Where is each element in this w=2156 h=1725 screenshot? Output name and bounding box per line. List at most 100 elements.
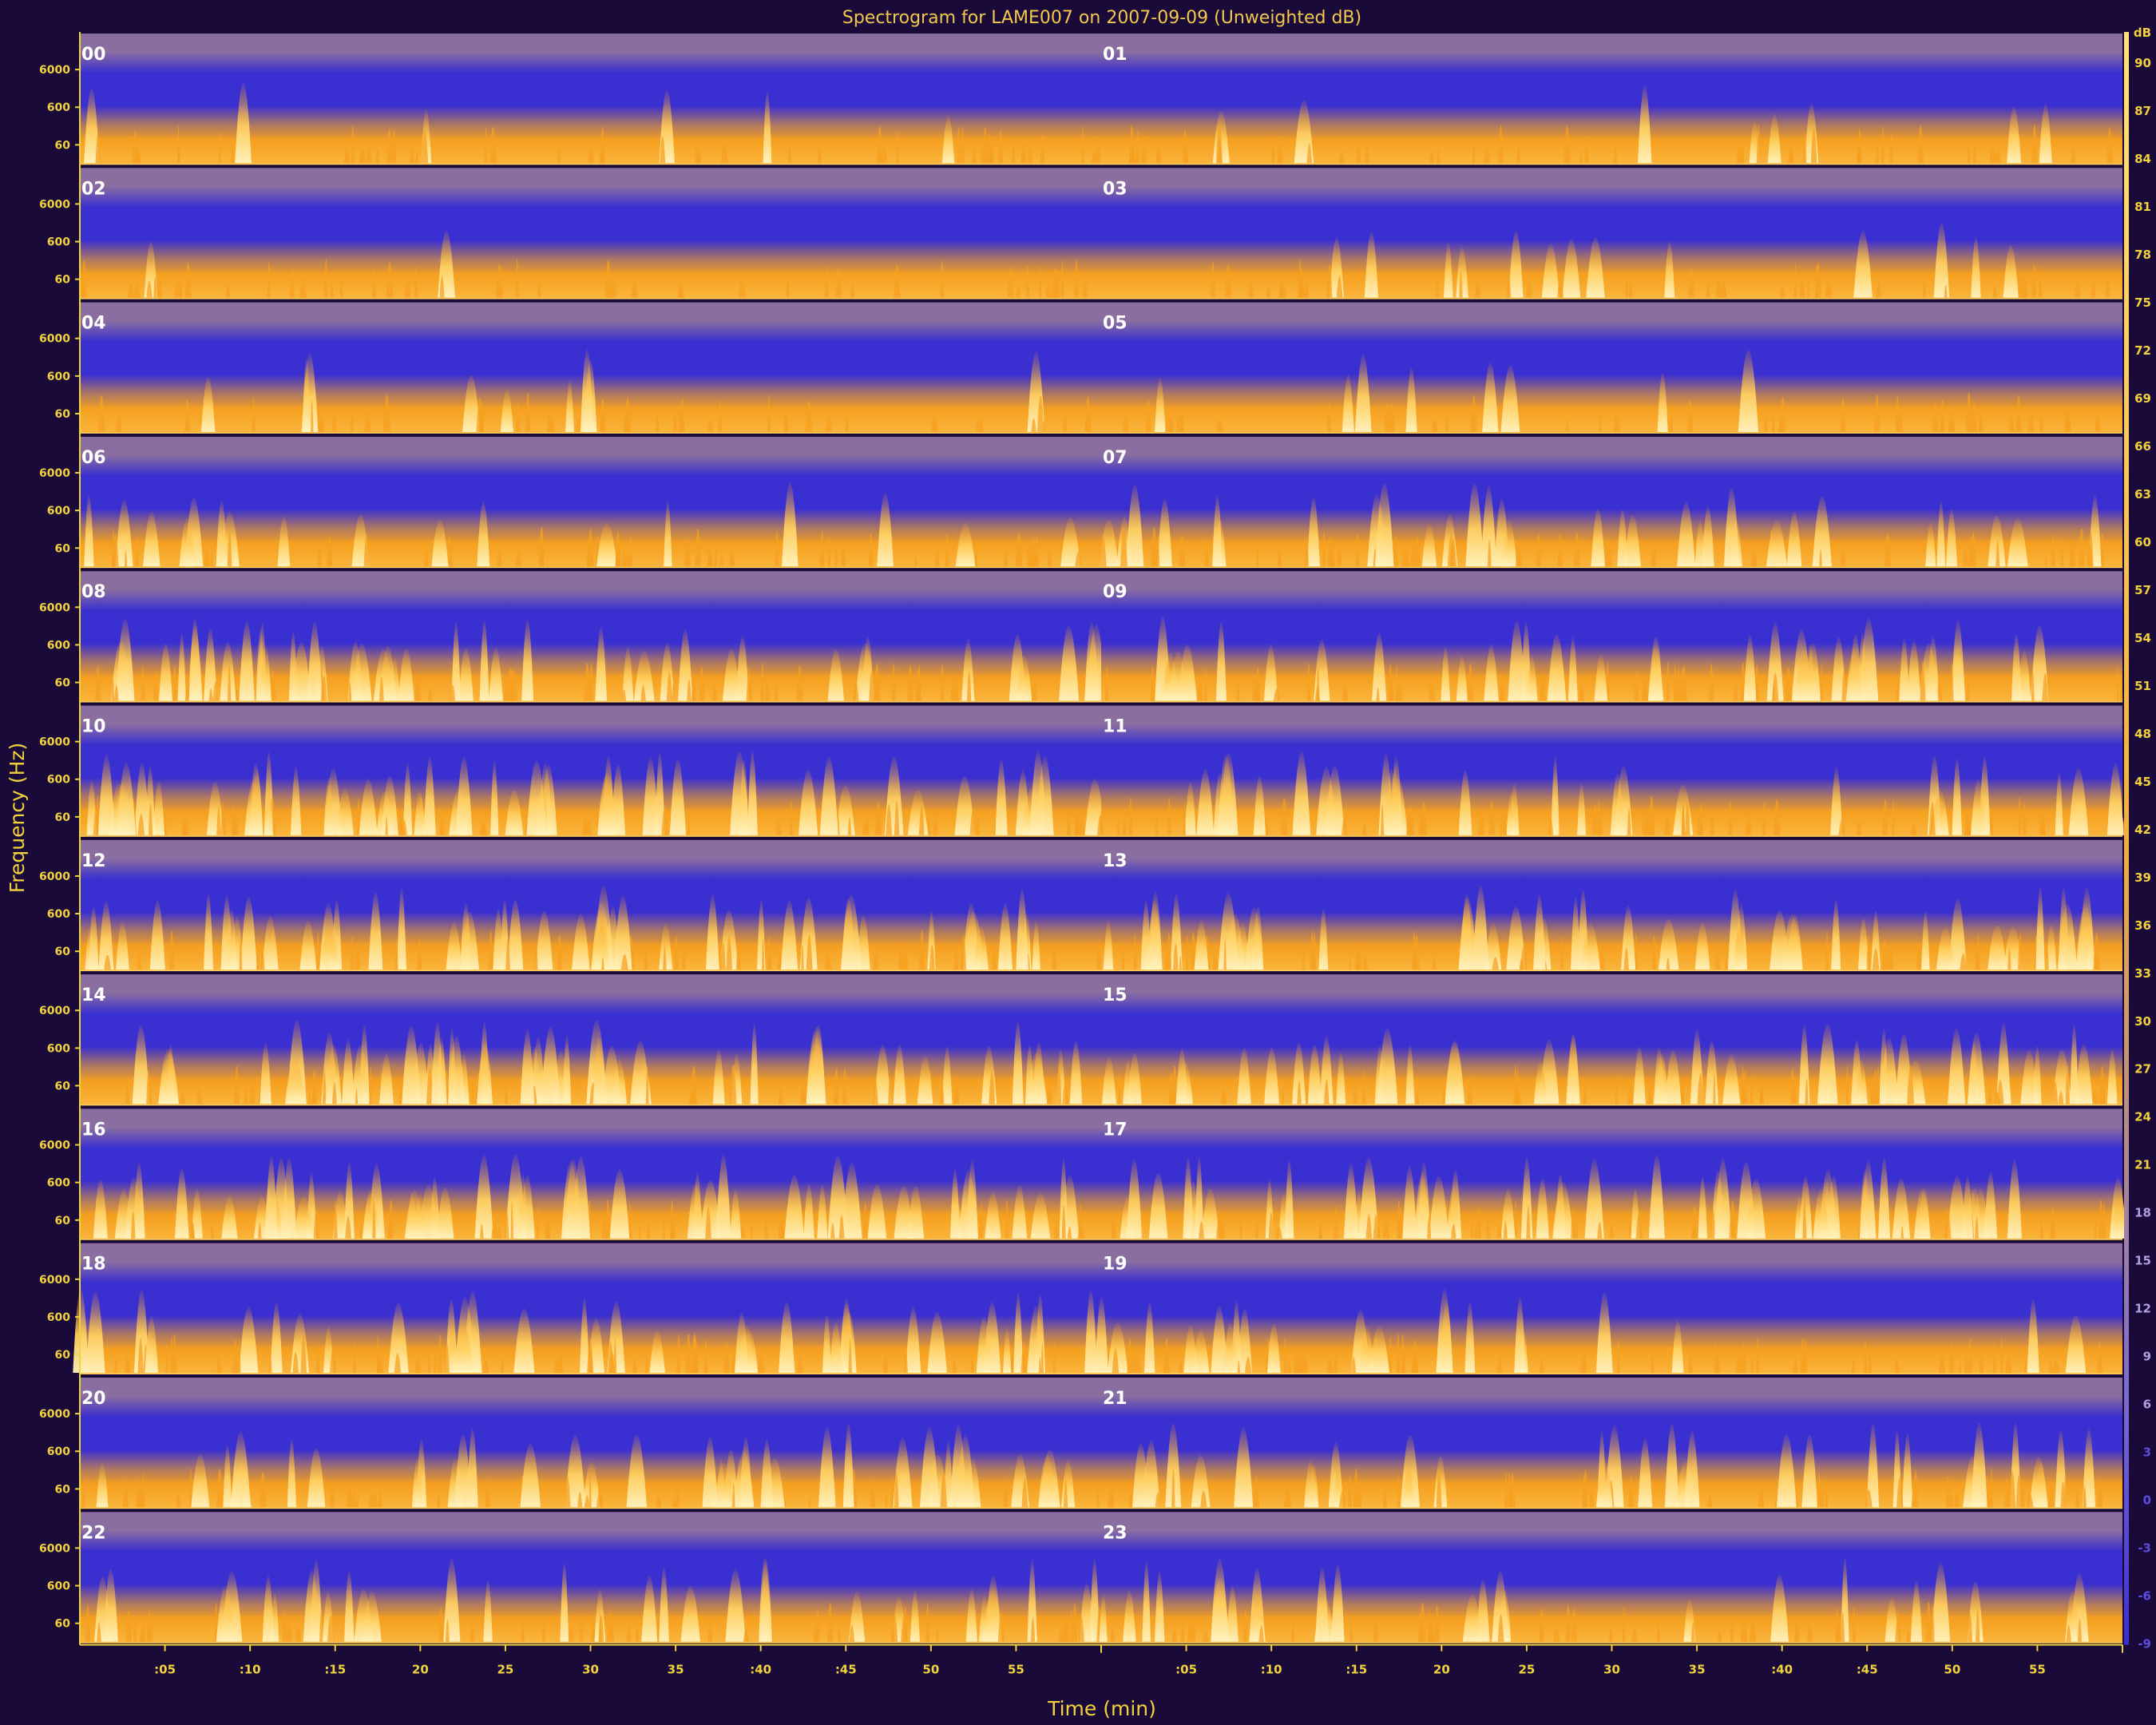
- spectrogram-spike: [2009, 1470, 2016, 1508]
- spectrogram-spike: [234, 1065, 240, 1104]
- spectrogram-spike: [414, 267, 418, 298]
- freq-tick-label: 6000: [39, 601, 70, 614]
- hour-panel: 18: [73, 1243, 1101, 1374]
- spectrogram-spike: [675, 1481, 680, 1508]
- spectrogram-burst: [1534, 1060, 1548, 1104]
- spectrogram-burst: [1586, 236, 1605, 298]
- spectrogram-spike: [1199, 1221, 1204, 1239]
- spectrogram-burst: [302, 358, 311, 432]
- spectrogram-spike: [1324, 1078, 1330, 1104]
- spectrogram-burst: [344, 1570, 355, 1642]
- spectrogram-burst: [1183, 1157, 1194, 1239]
- spectrogram-burst: [474, 1154, 493, 1239]
- spectrogram-spike: [579, 1612, 584, 1642]
- spectrogram-spike: [1778, 417, 1784, 432]
- hour-label: 04: [81, 314, 106, 334]
- spectrogram-spike: [327, 1614, 335, 1642]
- time-tick-label: :10: [240, 1663, 261, 1677]
- spectrogram-burst: [116, 921, 129, 970]
- spectrogram-burst: [342, 1039, 355, 1104]
- spectrogram-spike: [656, 1495, 662, 1508]
- spectrogram-burst: [1794, 650, 1815, 701]
- spectrogram-spike: [2077, 1618, 2082, 1642]
- spectrogram-burst: [581, 349, 594, 432]
- spectrogram-spike: [775, 530, 779, 567]
- hour-label: 18: [81, 1255, 106, 1275]
- spectrogram-burst: [1566, 1034, 1580, 1104]
- spectrogram-spike: [81, 260, 87, 298]
- spectrogram-spike: [1634, 672, 1639, 701]
- spectrogram-burst: [1786, 914, 1803, 970]
- spectrogram-spike: [796, 665, 803, 701]
- spectrogram-burst: [2039, 104, 2052, 164]
- spectrogram-spike: [1785, 668, 1793, 701]
- spectrogram-spike: [439, 818, 445, 835]
- spectrogram-spike: [1079, 1203, 1083, 1239]
- spectrogram-spike: [1697, 1073, 1704, 1104]
- spectrogram-burst: [388, 1303, 409, 1373]
- spectrogram-spike: [662, 1217, 665, 1239]
- spectrogram-spike: [1427, 1215, 1432, 1239]
- spectrogram-burst: [1971, 1422, 1988, 1508]
- spectrogram-burst: [760, 1438, 774, 1508]
- spectrogram-burst: [1126, 1159, 1142, 1239]
- spectrogram-spike: [378, 676, 384, 701]
- spectrogram-spike: [521, 1621, 525, 1642]
- spectrogram-burst: [251, 770, 264, 835]
- db-tick-label: 81: [2134, 200, 2151, 214]
- spectrogram-burst: [1334, 1464, 1342, 1508]
- spectrogram-burst: [477, 501, 490, 567]
- spectrogram-burst: [965, 1588, 977, 1642]
- spectrogram-spike: [210, 541, 214, 567]
- spectrogram-spike: [1434, 1604, 1440, 1642]
- spectrogram-spike: [1964, 811, 1972, 835]
- spectrogram-burst: [1610, 773, 1625, 835]
- spectrogram-spike: [1972, 141, 1976, 164]
- hour-label: 12: [81, 851, 106, 871]
- freq-tick-label: 600: [47, 1311, 70, 1324]
- spectrogram-burst: [402, 1025, 421, 1104]
- spectrogram-spike: [1762, 801, 1766, 835]
- spectrogram-burst: [985, 1192, 1001, 1239]
- spectrogram-burst: [1492, 1571, 1509, 1642]
- spectrogram-spike: [1305, 537, 1310, 567]
- spectrogram-spike: [311, 399, 314, 432]
- spectrogram-burst: [1931, 1562, 1951, 1642]
- freq-tick-label: 60: [55, 1080, 71, 1092]
- spectrogram-spike: [1349, 1622, 1353, 1642]
- spectrogram-spike: [2031, 670, 2035, 701]
- spectrogram-spike: [1750, 1077, 1754, 1104]
- spectrogram-spike: [738, 276, 746, 298]
- spectrogram-spike: [1900, 1225, 1904, 1239]
- spectrogram-burst: [239, 1307, 259, 1373]
- spectrogram-spike: [1183, 145, 1188, 164]
- spectrogram-spike: [1868, 1353, 1873, 1373]
- spectrogram-burst: [1484, 644, 1499, 701]
- spectrogram-spike: [323, 258, 328, 298]
- spectrogram-spike: [1840, 398, 1846, 432]
- spectrogram-spike: [1120, 527, 1128, 567]
- hour-panel: 06: [80, 436, 1101, 569]
- spectrogram-spike: [1876, 1066, 1881, 1104]
- spectrogram-burst: [739, 758, 749, 835]
- spectrogram-spike: [1631, 1628, 1639, 1642]
- spectrogram-spike: [1166, 931, 1172, 970]
- spectrogram-burst: [97, 755, 115, 835]
- db-tick-label: 6: [2143, 1398, 2151, 1412]
- db-tick-label: 9: [2143, 1350, 2151, 1364]
- spectrogram-burst: [1482, 362, 1499, 432]
- spectrogram-burst: [1878, 1157, 1890, 1239]
- spectrogram-spike: [132, 131, 139, 164]
- spectrogram-burst: [134, 763, 150, 835]
- spectrogram-burst: [1458, 897, 1477, 970]
- spectrogram-burst: [489, 648, 503, 701]
- spectrogram-burst: [240, 896, 257, 970]
- spectrogram-spike: [1042, 420, 1046, 432]
- spectrogram-spike: [1960, 953, 1968, 970]
- spectrogram-spike: [510, 1200, 513, 1239]
- spectrogram-spike: [1155, 142, 1162, 164]
- spectrogram-burst: [595, 627, 607, 701]
- spectrogram-spike: [1869, 1077, 1876, 1104]
- spectrogram-spike: [1038, 1357, 1041, 1373]
